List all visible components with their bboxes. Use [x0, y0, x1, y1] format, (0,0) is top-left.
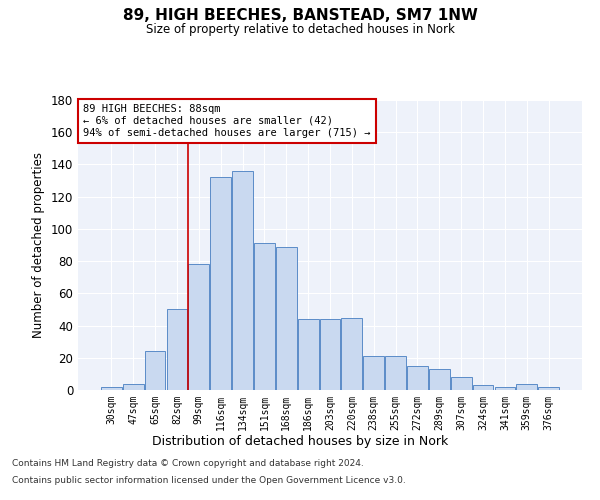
Bar: [145, 352, 166, 390]
Bar: [385, 356, 406, 390]
Bar: [123, 384, 143, 390]
Text: Contains HM Land Registry data © Crown copyright and database right 2024.: Contains HM Land Registry data © Crown c…: [12, 458, 364, 468]
Bar: [407, 366, 428, 390]
Text: Distribution of detached houses by size in Nork: Distribution of detached houses by size …: [152, 435, 448, 448]
Bar: [364, 356, 384, 390]
Bar: [232, 171, 253, 390]
Text: 89 HIGH BEECHES: 88sqm
← 6% of detached houses are smaller (42)
94% of semi-deta: 89 HIGH BEECHES: 88sqm ← 6% of detached …: [83, 104, 371, 138]
Bar: [451, 377, 472, 390]
Bar: [341, 318, 362, 390]
Bar: [188, 264, 209, 390]
Bar: [101, 387, 122, 390]
Bar: [276, 246, 296, 390]
Bar: [298, 319, 319, 390]
Bar: [429, 369, 450, 390]
Bar: [320, 319, 340, 390]
Bar: [494, 387, 515, 390]
Bar: [517, 384, 537, 390]
Bar: [473, 385, 493, 390]
Text: Size of property relative to detached houses in Nork: Size of property relative to detached ho…: [146, 22, 454, 36]
Bar: [538, 387, 559, 390]
Bar: [210, 178, 231, 390]
Text: Contains public sector information licensed under the Open Government Licence v3: Contains public sector information licen…: [12, 476, 406, 485]
Bar: [254, 244, 275, 390]
Text: 89, HIGH BEECHES, BANSTEAD, SM7 1NW: 89, HIGH BEECHES, BANSTEAD, SM7 1NW: [122, 8, 478, 22]
Bar: [167, 310, 187, 390]
Y-axis label: Number of detached properties: Number of detached properties: [32, 152, 45, 338]
